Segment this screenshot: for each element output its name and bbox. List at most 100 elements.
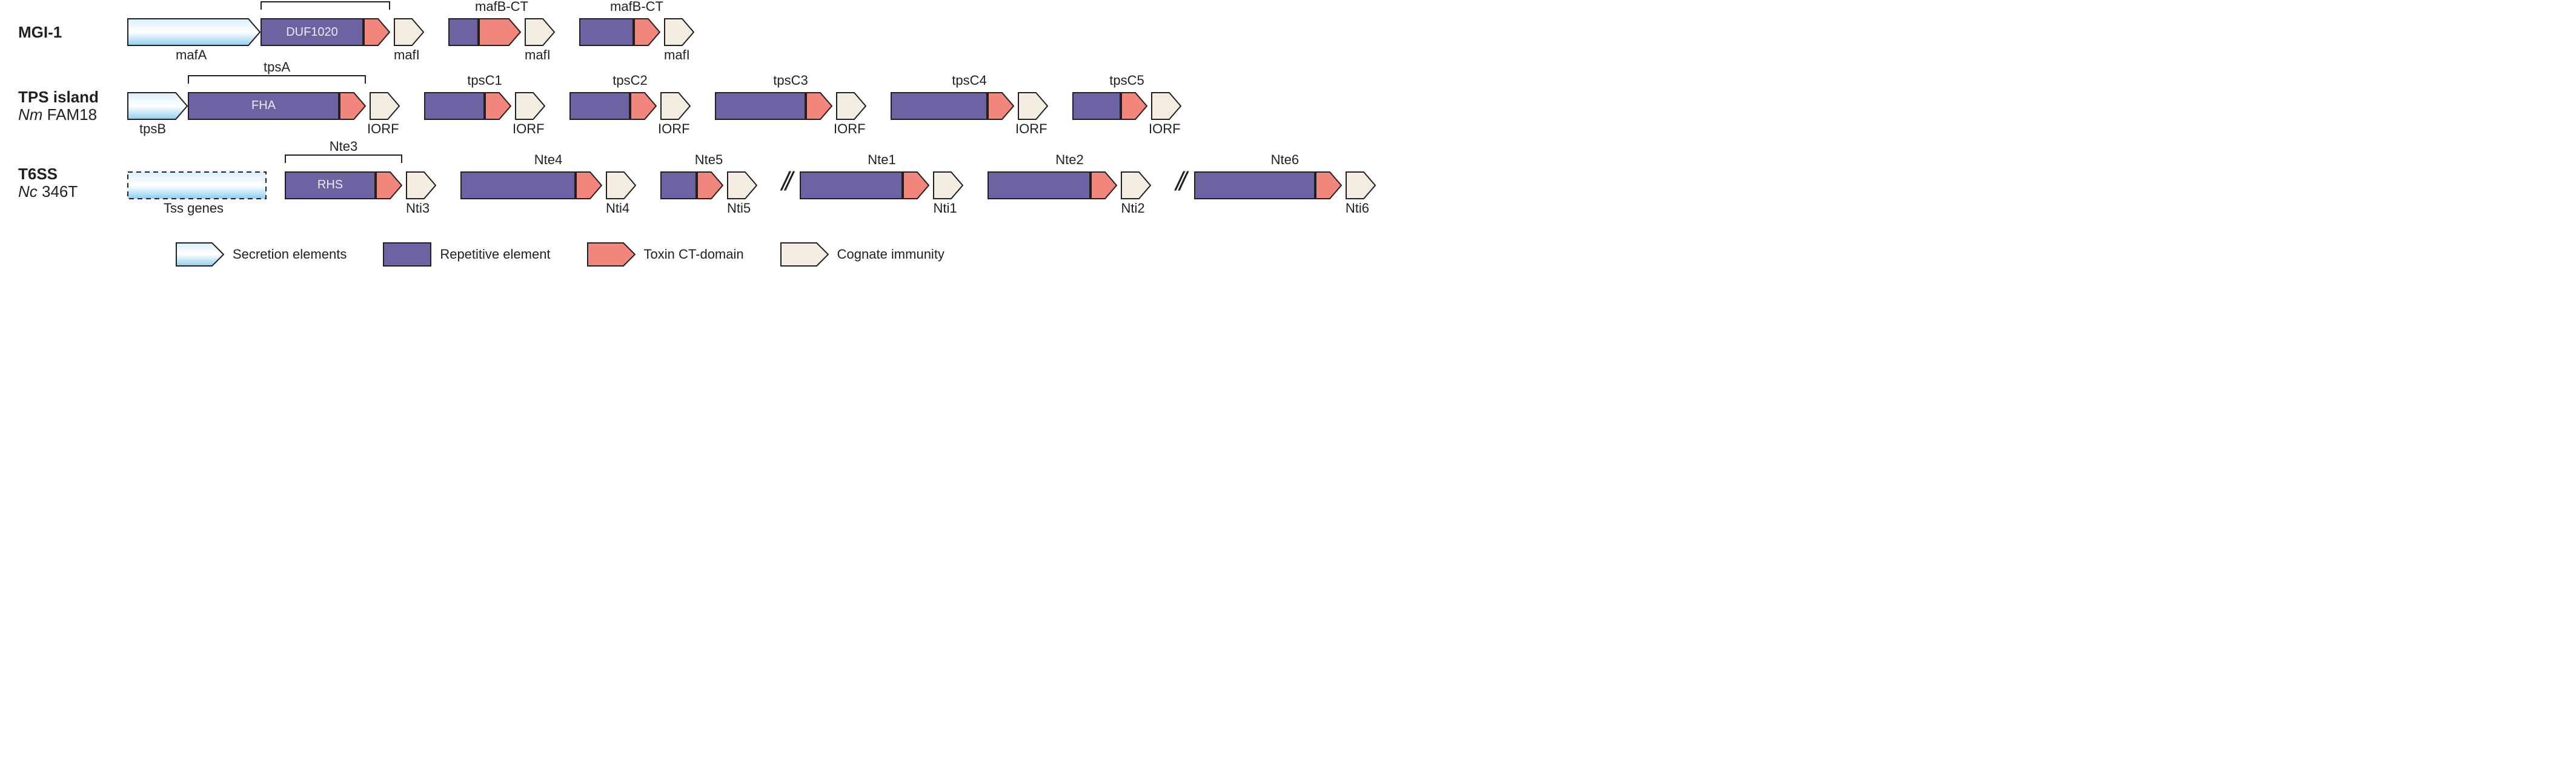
legend-item: Toxin CT-domain [587, 242, 744, 267]
gene-label-below: Nti5 [727, 201, 751, 216]
legend-label: Cognate immunity [837, 247, 944, 262]
secretion-gene: tpsB [127, 92, 188, 120]
toxin-gene [363, 18, 390, 46]
toxin-gene [1090, 171, 1117, 199]
repetitive-gene [460, 171, 576, 199]
toxin-gene [634, 18, 660, 46]
gene-cassette: Nti4Nte4 [460, 171, 636, 199]
gene-cassette: IORFtpsC5 [1072, 92, 1181, 120]
gene-label-below: IORF [658, 121, 690, 137]
gene-cassette: Nti1Nte1 [800, 171, 963, 199]
toxin-gene [630, 92, 657, 120]
cassette-top-label: tpsC2 [569, 73, 691, 88]
immunity-gene: mafI [525, 18, 555, 46]
toxin-gene [903, 171, 929, 199]
legend-item: Secretion elements [176, 242, 347, 267]
repetitive-gene [660, 171, 697, 199]
row-t6ss: T6SSNc 346T Tss genes RHS Nti3Nte3 Nti4N… [18, 165, 2558, 200]
repetitive-gene [891, 92, 988, 120]
gene-text: FHA [188, 92, 339, 120]
toxin-gene [697, 171, 723, 199]
gene-label-below: IORF [834, 121, 866, 137]
gene-label-below: IORF [1149, 121, 1181, 137]
toxin-gene [485, 92, 511, 120]
gene-label-below: IORF [367, 121, 399, 137]
immunity-gene: IORF [1018, 92, 1048, 120]
gene-track: mafA DUF1020 mafImafB mafImafB-CT mafIma… [127, 18, 719, 46]
locus-break: // [782, 167, 789, 197]
legend-swatch-repetitive [383, 242, 431, 267]
repetitive-gene [448, 18, 479, 46]
repetitive-gene: RHS [285, 171, 376, 199]
gene-text: DUF1020 [261, 18, 363, 46]
cassette-top-label: Nte4 [460, 152, 636, 168]
bracket [261, 1, 390, 10]
gene-cassette: IORFtpsC2 [569, 92, 691, 120]
gene-cassette: Nti2Nte2 [988, 171, 1151, 199]
immunity-gene: IORF [515, 92, 545, 120]
immunity-gene: Nti5 [727, 171, 757, 199]
immunity-gene: mafI [664, 18, 694, 46]
gene-label-below: Nti1 [933, 201, 957, 216]
gene-label-below: Tss genes [164, 201, 224, 216]
gene-label-below: Nti6 [1346, 201, 1369, 216]
immunity-gene: Nti6 [1346, 171, 1376, 199]
immunity-gene: Nti2 [1121, 171, 1151, 199]
cassette-top-label: Nte1 [800, 152, 963, 168]
gene-track: tpsB FHA IORFtpsA IORFtpsC1 IORFtpsC2 IO… [127, 92, 1206, 120]
cassette-top-label: Nte2 [988, 152, 1151, 168]
cassette-top-label: mafB-CT [579, 0, 694, 15]
toxin-gene [576, 171, 602, 199]
immunity-gene: Nti1 [933, 171, 963, 199]
gene-label-below: mafI [394, 47, 420, 63]
cassette-top-label: tpsC3 [715, 73, 866, 88]
toxin-gene [1315, 171, 1342, 199]
legend-swatch-toxin [587, 242, 636, 267]
toxin-gene [1121, 92, 1147, 120]
cassette-top-label: tpsC1 [424, 73, 545, 88]
gene-cassette: mafImafB-CT [579, 18, 694, 46]
cassette-top-label: Nte5 [660, 152, 757, 168]
row-mgi1: MGI-1 mafA DUF1020 mafImafB mafImafB-CT … [18, 18, 2558, 46]
immunity-gene: IORF [660, 92, 691, 120]
gene-cassette: mafImafB-CT [448, 18, 555, 46]
toxin-gene [339, 92, 366, 120]
row-tps: TPS islandNm FAM18 tpsB FHA IORFtpsA IOR… [18, 88, 2558, 123]
row-label: MGI-1 [18, 24, 127, 41]
bracket [188, 75, 366, 84]
cassette-top-label: mafB-CT [448, 0, 555, 15]
legend-label: Secretion elements [233, 247, 347, 262]
legend-swatch-immunity [780, 242, 829, 267]
gene-cassette: Nti6Nte6 [1194, 171, 1376, 199]
repetitive-gene [800, 171, 903, 199]
repetitive-gene: DUF1020 [261, 18, 363, 46]
immunity-gene: IORF [370, 92, 400, 120]
immunity-gene: IORF [836, 92, 866, 120]
toxin-gene [376, 171, 402, 199]
legend-label: Toxin CT-domain [644, 247, 744, 262]
gene-island-diagram: MGI-1 mafA DUF1020 mafImafB mafImafB-CT … [18, 18, 2558, 267]
gene-cassette: Tss genes RHS Nti3Nte3 [127, 171, 436, 199]
gene-cassette: IORFtpsC1 [424, 92, 545, 120]
row-label: T6SSNc 346T [18, 165, 127, 200]
cassette-top-label: tpsC5 [1072, 73, 1181, 88]
repetitive-gene [1072, 92, 1121, 120]
gene-cassette: Nti5Nte5 [660, 171, 757, 199]
legend-item: Cognate immunity [780, 242, 944, 267]
gene-label-below: IORF [513, 121, 545, 137]
secretion-gene: mafA [127, 18, 261, 46]
repetitive-gene [569, 92, 630, 120]
legend-label: Repetitive element [440, 247, 550, 262]
gene-label-below: Nti4 [606, 201, 629, 216]
gene-label-below: IORF [1015, 121, 1047, 137]
locus-break: // [1175, 167, 1183, 197]
gene-cassette: tpsB FHA IORFtpsA [127, 92, 400, 120]
repetitive-gene [579, 18, 634, 46]
gene-label-below: Nti2 [1121, 201, 1144, 216]
legend-item: Repetitive element [383, 242, 550, 267]
secretion-gene: Tss genes [127, 171, 267, 199]
repetitive-gene [988, 171, 1090, 199]
gene-cassette: mafA DUF1020 mafImafB [127, 18, 424, 46]
bracket-label: Nte3 [285, 139, 402, 154]
toxin-gene [479, 18, 521, 46]
